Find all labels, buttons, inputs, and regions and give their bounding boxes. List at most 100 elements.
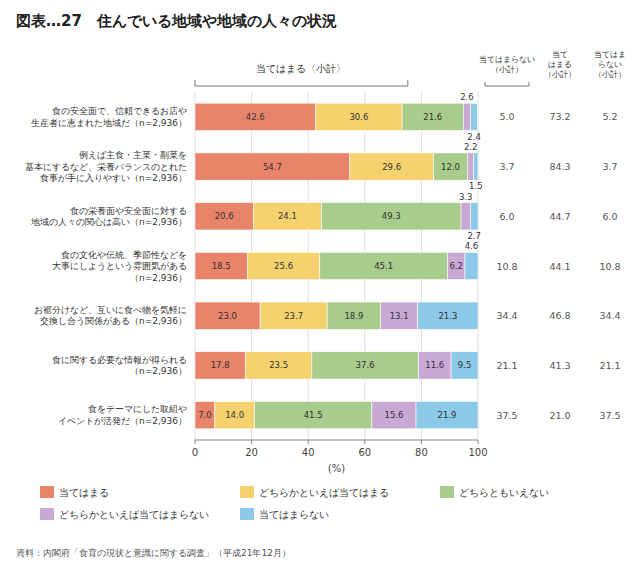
bar-segment bbox=[327, 302, 380, 329]
text-line: 例えば主食・主菜・副菜を bbox=[79, 150, 187, 160]
data-label: 2.6 bbox=[460, 92, 474, 102]
text-line: 食事が手に入りやすい（n=2,936） bbox=[40, 173, 187, 183]
title: 図表…27 住んでいる地域や地域の人々の状況 bbox=[16, 12, 337, 30]
data-label: 15.6 bbox=[384, 410, 403, 420]
bar-segment bbox=[254, 401, 371, 428]
tick-mark bbox=[195, 440, 196, 444]
tick-label: 0 bbox=[192, 447, 198, 458]
text-line: 交換し合う関係がある（n=2,936） bbox=[40, 316, 187, 326]
subtotal-value: 21.1 bbox=[496, 360, 517, 371]
data-label: 29.6 bbox=[382, 162, 401, 172]
bar-segment bbox=[260, 302, 327, 329]
bar-segment bbox=[195, 302, 260, 329]
data-label: 45.1 bbox=[374, 261, 393, 271]
category-label: 食の文化や伝統、季節性などを大事にしようという雰囲気がある （n=2,936） bbox=[52, 250, 187, 283]
text-line: 食の安全面で、信頼できるお店や bbox=[52, 106, 187, 116]
text-line: （小計） bbox=[491, 65, 523, 74]
source: 資料：内閣府「食育の現状と意識に関する調査」（平成21年12月） bbox=[16, 548, 291, 558]
data-label: 42.6 bbox=[246, 112, 265, 122]
subtotals: 当てはまらない（小計）5.03.76.010.834.421.137.5当てはま… bbox=[479, 50, 626, 421]
subtotal-value: 73.2 bbox=[549, 111, 570, 122]
text-line: 当てはまらない bbox=[479, 55, 535, 64]
legend-swatch bbox=[40, 486, 54, 498]
tick-mark bbox=[308, 440, 309, 444]
bar-segment bbox=[468, 153, 474, 180]
bar-segment bbox=[195, 252, 247, 279]
subtotal-value: 34.4 bbox=[496, 310, 517, 321]
bar-segment bbox=[215, 401, 255, 428]
bar-segment bbox=[470, 203, 478, 230]
tick-label: 100 bbox=[468, 447, 487, 458]
bar-segment bbox=[245, 352, 312, 379]
legend-swatch bbox=[240, 486, 254, 498]
data-label: 54.7 bbox=[263, 162, 282, 172]
bar-segment bbox=[195, 352, 245, 379]
legend-swatch bbox=[40, 508, 54, 520]
data-label: 13.1 bbox=[390, 311, 409, 321]
bar-segment bbox=[402, 103, 463, 130]
data-label: 4.6 bbox=[465, 241, 479, 251]
data-label: 9.5 bbox=[458, 360, 472, 370]
text-line: 食をテーマにした取組や bbox=[88, 404, 187, 414]
data-label: 2.7 bbox=[467, 231, 481, 241]
text-line: 食に関する必要な情報が得られる bbox=[52, 355, 187, 365]
bar-segment bbox=[471, 103, 478, 130]
data-label: 41.5 bbox=[304, 410, 323, 420]
tick-mark bbox=[251, 440, 252, 444]
data-label: 18.5 bbox=[212, 261, 231, 271]
data-label: 6.2 bbox=[449, 261, 463, 271]
category-label: 食に関する必要な情報が得られる（n=2,936） bbox=[52, 355, 187, 377]
bracket bbox=[195, 80, 408, 86]
subtotal-value: 46.8 bbox=[549, 310, 570, 321]
subtotal-value: 5.2 bbox=[602, 111, 617, 122]
subtotal-value: 3.7 bbox=[602, 161, 617, 172]
data-label: 37.6 bbox=[356, 360, 375, 370]
bar-segment bbox=[474, 153, 478, 180]
subtotal-value: 44.7 bbox=[549, 211, 570, 222]
text-line: はまる bbox=[548, 60, 572, 69]
tick-mark bbox=[364, 440, 365, 444]
subtotal-value: 6.0 bbox=[602, 211, 617, 222]
tick-mark bbox=[421, 440, 422, 444]
subtotal-value: 21.0 bbox=[549, 410, 570, 421]
bar-segment bbox=[253, 203, 321, 230]
text-line: 食の文化や伝統、季節性などを bbox=[61, 250, 187, 260]
bar-segment bbox=[418, 352, 451, 379]
text-line: 当てはま bbox=[594, 50, 626, 59]
data-label: 24.1 bbox=[278, 211, 297, 221]
bar-segment bbox=[322, 203, 462, 230]
data-label: 21.6 bbox=[423, 112, 442, 122]
text-line: 地域の人々の関心は高い（n=2,936） bbox=[30, 217, 187, 227]
text-line: （n=2,936） bbox=[130, 273, 187, 283]
bars bbox=[195, 103, 478, 429]
bar-segment bbox=[416, 401, 478, 428]
data-label: 14.0 bbox=[225, 410, 244, 420]
subtotal-value: 5.0 bbox=[499, 111, 514, 122]
text-line: （n=2,936） bbox=[130, 366, 187, 376]
tick-label: 60 bbox=[358, 447, 371, 458]
legend-label: 当てはまらない bbox=[259, 509, 329, 520]
data-label: 17.8 bbox=[211, 360, 230, 370]
category-label: 食をテーマにした取組やイベントが活発だ（n=2,936） bbox=[58, 404, 187, 426]
bar-segment bbox=[195, 401, 215, 428]
x-axis-line bbox=[195, 440, 478, 441]
subtotal-value: 6.0 bbox=[499, 211, 514, 222]
grid: 020406080100 bbox=[192, 92, 488, 458]
bar-segment bbox=[195, 103, 316, 130]
text-line: 生産者に恵まれた地域だ（n=2,936） bbox=[31, 118, 187, 128]
chart: 図表…27 住んでいる地域や地域の人々の状況020406080100(%)42.… bbox=[0, 0, 640, 570]
subtotal-header: 当てはまらない（小計） bbox=[594, 50, 626, 79]
text-line: 大事にしようという雰囲気がある bbox=[52, 261, 187, 271]
data-label: 20.6 bbox=[215, 211, 234, 221]
bar-segment bbox=[451, 352, 478, 379]
text-line: らない bbox=[598, 60, 622, 69]
data-label: 7.0 bbox=[198, 410, 212, 420]
x-axis-label: (%) bbox=[328, 463, 345, 474]
category-label: 食の安全面で、信頼できるお店や生産者に恵まれた地域だ（n=2,936） bbox=[31, 106, 187, 128]
legend: 当てはまるどちらかといえば当てはまるどちらともいえないどちらかといえば当てはまら… bbox=[40, 486, 549, 520]
data-label: 25.6 bbox=[274, 261, 293, 271]
text-line: （小計） bbox=[594, 70, 626, 79]
text-line: イベントが活発だ（n=2,936） bbox=[58, 416, 187, 426]
subtotal-value: 3.7 bbox=[499, 161, 514, 172]
data-labels: 42.654.720.618.523.017.87.030.629.624.12… bbox=[198, 92, 483, 420]
